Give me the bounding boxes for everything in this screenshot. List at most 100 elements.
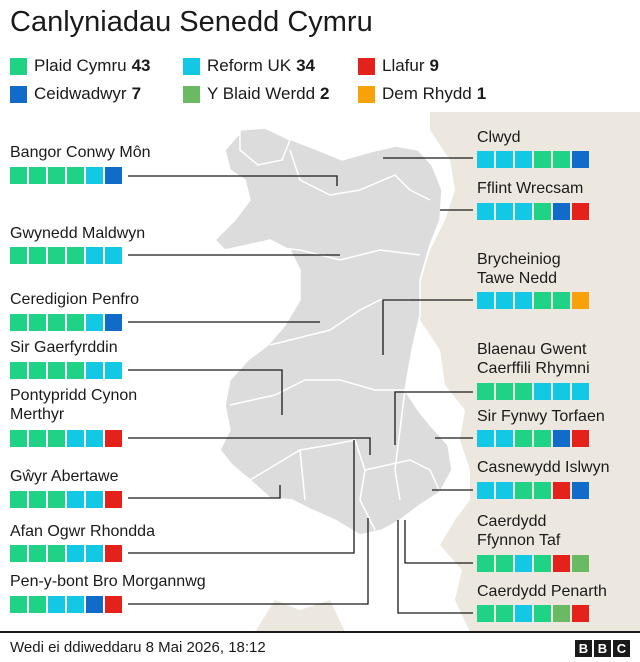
seats-pontypridd [10, 430, 124, 447]
seats-fflint [477, 203, 591, 220]
seat-reform [67, 596, 84, 613]
seat-plaid [10, 167, 27, 184]
legend-item-ceidwadwyr: Ceidwadwyr 7 [10, 84, 141, 104]
seat-llafur [572, 203, 589, 220]
seat-reform [477, 151, 494, 168]
seat-llafur [553, 555, 570, 572]
seat-reform [105, 247, 122, 264]
label-line2: Tawe Nedd [477, 270, 558, 287]
seat-plaid [10, 430, 27, 447]
seat-reform [477, 292, 494, 309]
seats-clwyd [477, 151, 591, 168]
label-afan: Afan Ogwr Rhondda [10, 522, 155, 541]
legend-name: Reform UK [207, 56, 292, 75]
seat-plaid [48, 430, 65, 447]
seat-reform [86, 430, 103, 447]
legend-swatch-ceidwadwyr [10, 85, 27, 103]
seat-reform [515, 605, 532, 622]
england-landmass [418, 112, 640, 632]
seat-reform [67, 430, 84, 447]
seats-fynwy [477, 430, 591, 447]
bbc-logo: B B C [573, 640, 630, 657]
seat-reform [515, 292, 532, 309]
legend-seats: 2 [320, 84, 330, 103]
anglesey [239, 127, 291, 166]
wales-shape [213, 127, 453, 536]
seat-ceidwadwyr [572, 482, 589, 499]
legend-name: Y Blaid Werdd [207, 84, 316, 103]
seat-plaid [10, 314, 27, 331]
seat-reform [534, 383, 551, 400]
label-line2: Caerffili Rhymni [477, 360, 590, 377]
label-brycheiniog: Brycheiniog Tawe Nedd [477, 250, 561, 288]
seat-plaid [553, 151, 570, 168]
seats-bangor [10, 167, 124, 184]
label-line1: Sir Gaerfyrddin [10, 339, 118, 356]
footer-updated: Wedi ei ddiweddaru 8 Mai 2026, 18:12 [10, 639, 266, 656]
label-clwyd: Clwyd [477, 128, 521, 147]
seat-plaid [29, 362, 46, 379]
seat-reform [496, 203, 513, 220]
seat-reform [67, 545, 84, 562]
label-gaerfyrddin: Sir Gaerfyrddin [10, 338, 118, 357]
label-line1: Ceredigion Penfro [10, 291, 139, 308]
seat-reform [105, 362, 122, 379]
seat-reform [86, 167, 103, 184]
legend-name: Ceidwadwyr [34, 84, 127, 103]
label-ceredigion: Ceredigion Penfro [10, 290, 139, 309]
label-line1: Gŵyr Abertawe [10, 468, 119, 485]
seat-plaid [10, 596, 27, 613]
south-coast-land [255, 600, 345, 632]
label-line1: Pontypridd Cynon [10, 387, 138, 404]
label-line1: Sir Fynwy Torfaen [477, 408, 605, 425]
legend-item-reform: Reform UK 34 [183, 56, 315, 76]
seat-plaid [29, 247, 46, 264]
leader-lines [128, 157, 473, 614]
seat-plaid [29, 167, 46, 184]
seat-plaid [477, 383, 494, 400]
seat-ceidwadwyr [572, 151, 589, 168]
label-line2: Ffynnon Taf [477, 532, 561, 549]
label-fynwy: Sir Fynwy Torfaen [477, 407, 605, 426]
seat-plaid [477, 605, 494, 622]
legend-item-plaid: Plaid Cymru 43 [10, 56, 151, 76]
label-line1: Caerdydd [477, 513, 547, 530]
label-pontypridd: Pontypridd Cynon Merthyr [10, 386, 137, 424]
seat-reform [496, 482, 513, 499]
seat-plaid [67, 167, 84, 184]
logo-block: C [613, 640, 630, 657]
seat-ceidwadwyr [553, 430, 570, 447]
logo-block: B [575, 640, 592, 657]
seat-reform [86, 491, 103, 508]
seat-plaid [10, 362, 27, 379]
label-line2: Merthyr [10, 406, 65, 423]
seat-plaid [515, 482, 532, 499]
label-line1: Bangor Conwy Môn [10, 144, 151, 161]
label-line1: Afan Ogwr Rhondda [10, 523, 155, 540]
seats-blaenau [477, 383, 591, 400]
label-caerdydd-pen: Caerdydd Penarth [477, 582, 607, 601]
seat-reform [477, 482, 494, 499]
seats-brycheiniog [477, 292, 591, 309]
label-line1: Clwyd [477, 129, 521, 146]
legend-seats: 1 [476, 84, 487, 103]
seat-ceidwadwyr [105, 314, 122, 331]
seat-llafur [105, 430, 122, 447]
seats-caerdydd-pen [477, 605, 591, 622]
seat-llafur [572, 430, 589, 447]
legend-swatch-gwerdd [183, 85, 200, 103]
seat-llafur [572, 605, 589, 622]
label-blaenau: Blaenau Gwent Caerffili Rhymni [477, 340, 590, 378]
seat-plaid [67, 362, 84, 379]
seat-plaid [496, 605, 513, 622]
seat-dem [572, 292, 589, 309]
seat-reform [67, 491, 84, 508]
seat-plaid [48, 314, 65, 331]
label-line1: Brycheiniog [477, 251, 561, 268]
seat-llafur [105, 491, 122, 508]
label-line1: Gwynedd Maldwyn [10, 225, 146, 242]
seat-plaid [67, 247, 84, 264]
seats-gwyr [10, 491, 124, 508]
seats-gwynedd [10, 247, 124, 264]
